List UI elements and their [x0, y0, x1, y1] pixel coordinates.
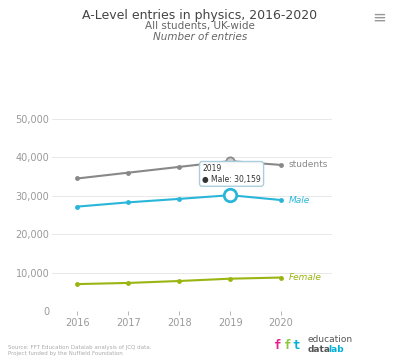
Text: ≡: ≡: [372, 9, 386, 27]
Text: lab: lab: [328, 345, 344, 354]
Text: f: f: [284, 339, 292, 352]
Text: All students, UK-wide: All students, UK-wide: [145, 21, 255, 32]
Text: data: data: [308, 345, 331, 354]
Text: education: education: [308, 335, 353, 344]
Text: Female: Female: [289, 273, 322, 282]
Text: A-Level entries in physics, 2016-2020: A-Level entries in physics, 2016-2020: [82, 9, 318, 22]
Text: f: f: [274, 339, 282, 352]
Text: Male: Male: [289, 195, 310, 204]
Text: students: students: [289, 160, 328, 169]
Text: Number of entries: Number of entries: [153, 32, 247, 42]
Text: 2019
● Male: 30,159: 2019 ● Male: 30,159: [202, 164, 261, 184]
Text: t: t: [293, 339, 300, 352]
Text: Source: FFT Education Datalab analysis of JCQ data.
Project funded by the Nuffie: Source: FFT Education Datalab analysis o…: [8, 345, 152, 356]
